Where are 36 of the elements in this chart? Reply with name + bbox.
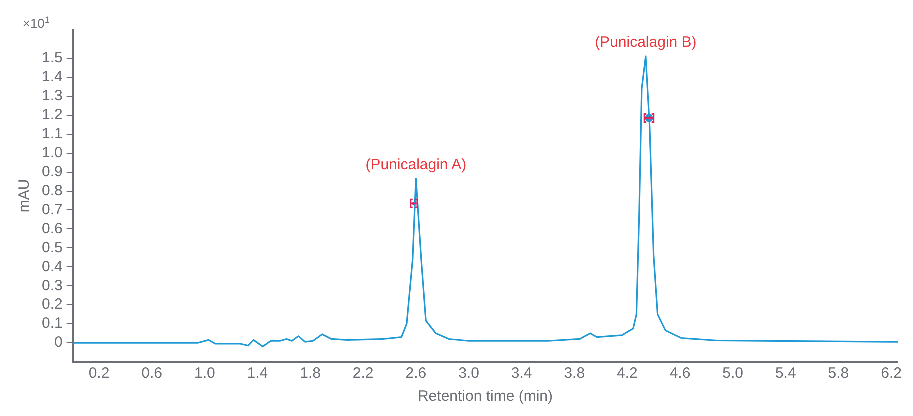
x-tick-label: 1.0 xyxy=(194,365,216,382)
annotation: (Punicalagin B) xyxy=(595,34,697,52)
x-tick-label: 5.4 xyxy=(775,365,796,382)
y-tick-label: 1.2 xyxy=(42,106,63,124)
x-tick-label: 0.2 xyxy=(88,365,110,382)
y-tick-label: 1.3 xyxy=(42,88,63,105)
y-tick-label: 0.6 xyxy=(42,220,63,238)
y-tick-label: 0.4 xyxy=(42,258,63,276)
y-tick-label: 1.5 xyxy=(42,50,63,67)
y-tick-label: 0.1 xyxy=(42,315,63,332)
x-tick-label: 4.6 xyxy=(670,365,691,382)
x-tick-label: 1.4 xyxy=(247,365,268,382)
y-tick-label: 0.3 xyxy=(42,277,63,294)
y-tick-label: 0.8 xyxy=(42,182,63,200)
x-tick-label: 2.2 xyxy=(352,365,374,382)
y-tick-label: 0.2 xyxy=(42,296,63,314)
x-tick-label: 5.8 xyxy=(828,365,850,382)
y-tick-label: 1.0 xyxy=(42,144,63,162)
x-tick-label: 4.2 xyxy=(617,365,638,382)
x-tick-label: 3.8 xyxy=(564,365,586,382)
x-tick-label: 3.0 xyxy=(458,365,480,382)
y-tick-label: 0.5 xyxy=(42,239,63,256)
y-tick-label: 0.7 xyxy=(42,201,63,218)
x-tick-label: 3.4 xyxy=(511,365,532,382)
y-tick-label: 0.9 xyxy=(42,163,63,180)
y-axis-title: mAU xyxy=(16,179,34,213)
x-tick-label: 5.0 xyxy=(722,365,744,382)
annotation: (Punicalagin A) xyxy=(366,156,467,174)
y-tick-label: 1.1 xyxy=(42,125,63,142)
y-tick-label: 0 xyxy=(54,334,63,352)
x-tick-label: 0.6 xyxy=(142,365,163,382)
x-tick-label: 2.6 xyxy=(406,365,427,382)
y-tick-label: 1.4 xyxy=(42,68,63,86)
x-axis-title: Retention time (min) xyxy=(418,388,554,406)
x-tick-label: 1.8 xyxy=(300,365,321,382)
x-tick-label: 6.2 xyxy=(881,365,902,382)
